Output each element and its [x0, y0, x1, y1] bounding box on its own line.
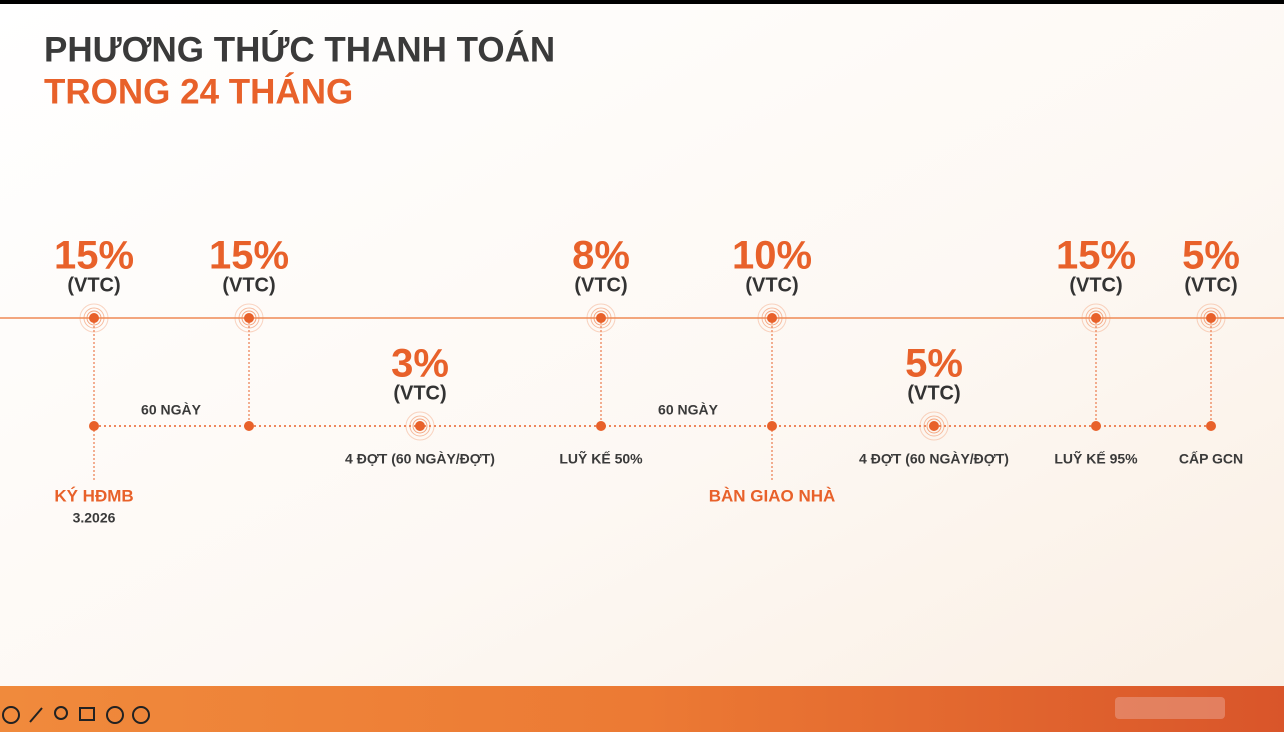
step-note: LUỸ KẾ 50% — [559, 450, 643, 467]
slide-subtitle: TRONG 24 THÁNG — [44, 71, 353, 111]
payment-unit: (VTC) — [1184, 274, 1237, 296]
dot-ring — [923, 415, 945, 437]
footer-bar — [0, 686, 1284, 732]
presenter-toolbar — [2, 706, 150, 724]
interval-label: 60 NGÀY — [141, 402, 202, 418]
dot-ring — [764, 310, 780, 326]
dot-ring — [234, 303, 264, 333]
payment-percent: 15% — [209, 234, 289, 278]
event-label: BÀN GIAO NHÀ — [709, 486, 836, 505]
step-dot — [596, 421, 606, 431]
step-dot — [89, 421, 99, 431]
dot-ring — [1203, 310, 1219, 326]
payment-unit: (VTC) — [222, 274, 275, 296]
step-note: CẤP GCN — [1179, 451, 1243, 467]
dot-ring — [593, 310, 609, 326]
payment-unit: (VTC) — [907, 382, 960, 404]
dot-ring — [1081, 303, 1111, 333]
payment-percent: 10% — [732, 234, 812, 278]
payment-unit: (VTC) — [393, 382, 446, 404]
payment-percent: 5% — [1182, 234, 1240, 278]
event-label: KÝ HĐMB — [54, 486, 133, 505]
dot-ring — [409, 415, 431, 437]
dot-ring — [83, 307, 105, 329]
next-button[interactable] — [132, 706, 150, 724]
payment-percent: 3% — [391, 342, 449, 386]
dot-ring — [1088, 310, 1104, 326]
step-note: 4 ĐỢT (60 NGÀY/ĐỢT) — [345, 451, 495, 467]
step-dot — [1206, 421, 1216, 431]
dot-ring — [586, 303, 616, 333]
dot-ring — [919, 411, 949, 441]
dot-ring — [405, 411, 435, 441]
dot — [89, 313, 99, 323]
slide-title: PHƯƠNG THỨC THANH TOÁN — [44, 29, 555, 69]
step-dot — [1091, 421, 1101, 431]
event-date: 3.2026 — [73, 510, 116, 526]
dot-ring — [238, 307, 260, 329]
step-dot — [767, 421, 777, 431]
slide-background — [0, 4, 1284, 686]
back-button[interactable] — [2, 706, 20, 724]
dot — [244, 313, 254, 323]
step-dot — [244, 421, 254, 431]
step-note: LUỸ KẾ 95% — [1054, 450, 1138, 467]
milestones: 15%(VTC)15%(VTC)3%(VTC)8%(VTC)10%(VTC)5%… — [54, 234, 1240, 480]
blurred-footer — [1115, 697, 1225, 719]
payment-unit: (VTC) — [574, 274, 627, 296]
dot-ring — [1196, 303, 1226, 333]
payment-percent: 5% — [905, 342, 963, 386]
dot — [415, 421, 425, 431]
dot-ring — [241, 310, 257, 326]
dot — [1206, 313, 1216, 323]
payment-unit: (VTC) — [745, 274, 798, 296]
dot-ring — [412, 418, 428, 434]
dot-ring — [1200, 307, 1222, 329]
payment-unit: (VTC) — [1069, 274, 1122, 296]
dot — [767, 313, 777, 323]
dot — [596, 313, 606, 323]
camera-button[interactable] — [79, 707, 95, 721]
dot-ring — [757, 303, 787, 333]
dot-ring — [79, 303, 109, 333]
dot — [1091, 313, 1101, 323]
payment-percent: 15% — [54, 234, 134, 278]
dot — [929, 421, 939, 431]
payment-unit: (VTC) — [67, 274, 120, 296]
payment-percent: 8% — [572, 234, 630, 278]
interval-label: 60 NGÀY — [658, 402, 719, 418]
dot-ring — [1085, 307, 1107, 329]
dot-ring — [761, 307, 783, 329]
dot-ring — [590, 307, 612, 329]
more-button[interactable] — [106, 706, 124, 724]
pen-button[interactable] — [29, 707, 43, 723]
dot-ring — [86, 310, 102, 326]
zoom-button[interactable] — [54, 706, 68, 720]
dot-ring — [926, 418, 942, 434]
payment-percent: 15% — [1056, 234, 1136, 278]
step-note: 4 ĐỢT (60 NGÀY/ĐỢT) — [859, 451, 1009, 467]
